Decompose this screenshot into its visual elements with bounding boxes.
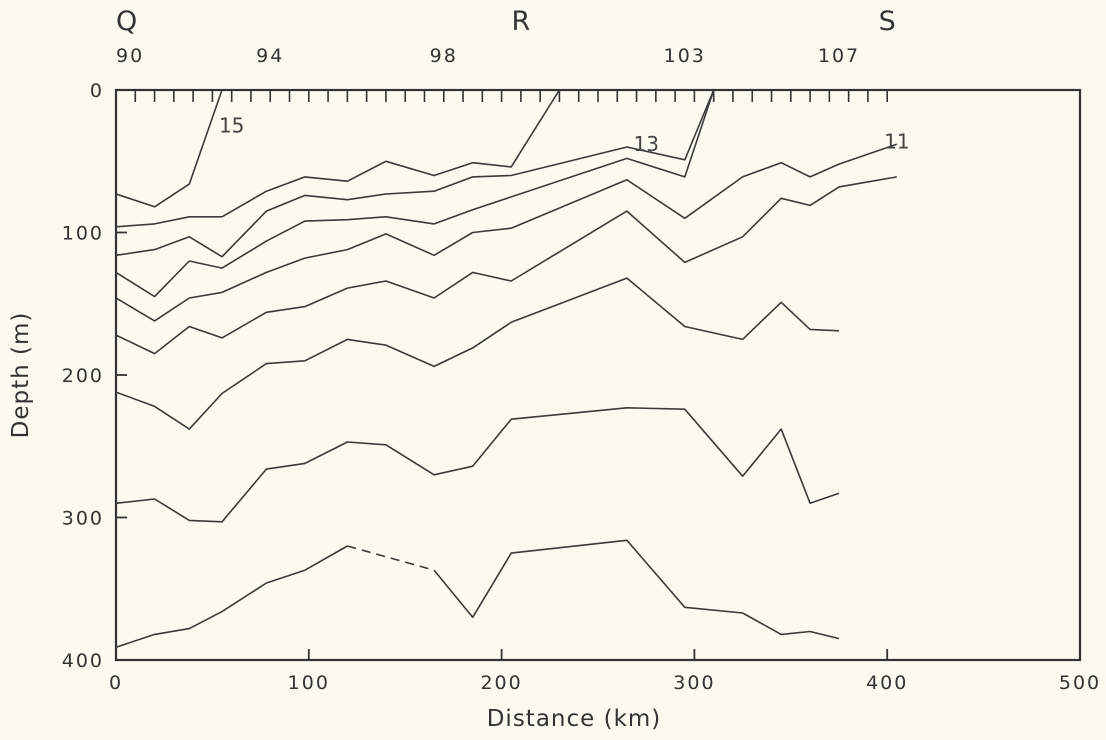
isotherm-line	[433, 539, 840, 640]
station-label: 98	[430, 45, 458, 67]
station-label: 107	[818, 45, 860, 67]
y-tick-label: 200	[62, 365, 104, 387]
section-label: R	[511, 6, 530, 37]
contour-label: 11	[884, 129, 909, 153]
isotherm-line	[115, 89, 715, 298]
x-tick-label: 500	[1059, 672, 1101, 694]
x-tick-label: 200	[480, 672, 522, 694]
station-label: 103	[664, 45, 706, 67]
isotherm-line	[115, 89, 223, 208]
x-tick-label: 400	[866, 672, 908, 694]
y-axis-title: Depth (m)	[8, 312, 34, 439]
isotherm-line	[115, 89, 715, 258]
isotherm-line	[115, 406, 840, 523]
isotherm-line	[115, 277, 840, 430]
isotherm-line	[115, 176, 897, 355]
section-label: S	[879, 6, 896, 37]
station-label: 94	[256, 45, 284, 67]
isotherm-line	[115, 143, 898, 322]
plot-frame	[114, 88, 1082, 662]
station-label: 90	[116, 45, 144, 67]
x-tick-label: 300	[673, 672, 715, 694]
y-tick-label: 300	[62, 508, 104, 530]
section-label: Q	[116, 6, 137, 37]
contour-label: 15	[219, 114, 244, 138]
contour-label: 13	[633, 132, 658, 156]
y-tick-label: 0	[90, 80, 104, 102]
x-axis-title: Distance (km)	[487, 706, 662, 732]
x-tick-label: 100	[288, 672, 330, 694]
x-tick-label: 0	[109, 672, 123, 694]
y-tick-label: 100	[62, 223, 104, 245]
isotherm-line	[115, 89, 561, 228]
y-tick-label: 400	[62, 650, 104, 672]
isotherm-line	[115, 545, 348, 648]
isotherm-dashed-segment	[347, 545, 435, 571]
